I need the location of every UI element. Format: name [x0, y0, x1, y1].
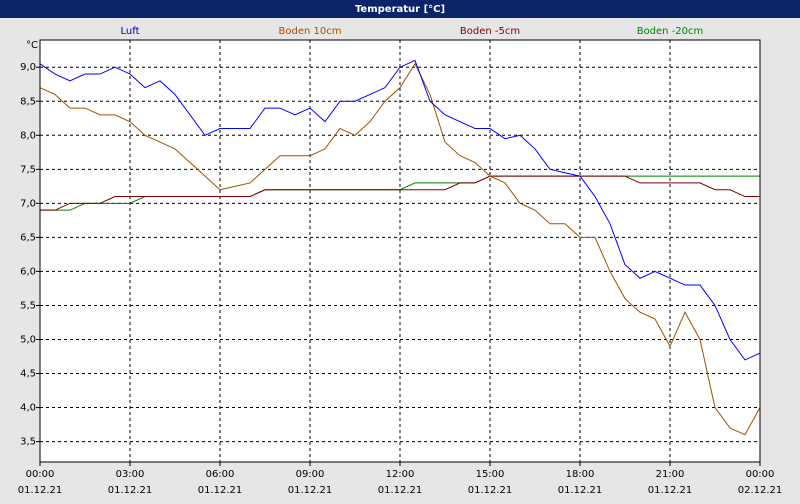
x-tick-label: 00:00	[746, 469, 775, 480]
legend-label: Boden -5cm	[460, 26, 520, 37]
x-tick-label: 21:00	[656, 469, 685, 480]
x-tick-label: 15:00	[476, 469, 505, 480]
legend-label: Luft	[121, 26, 140, 37]
series-line	[40, 175, 760, 211]
x-tick-label: 12:00	[386, 469, 415, 480]
legend-label: Boden -20cm	[637, 26, 704, 37]
y-tick-label: 8,0	[20, 130, 36, 141]
y-tick-label: 8,5	[20, 96, 36, 107]
y-tick-label: 5,0	[20, 334, 36, 345]
series-line	[39, 59, 761, 361]
x-tick-label: 03:00	[116, 469, 145, 480]
x-tick-label: 09:00	[296, 469, 325, 480]
series-line	[39, 62, 761, 436]
y-tick-label: 5,5	[20, 300, 36, 311]
x-tick-label: 00:00	[26, 469, 55, 480]
legend-label: Boden 10cm	[279, 26, 342, 37]
x-tick-label: 06:00	[206, 469, 235, 480]
x-tick-date: 01.12.21	[198, 485, 243, 496]
x-tick-date: 01.12.21	[18, 485, 63, 496]
x-tick-date: 01.12.21	[288, 485, 333, 496]
title-bar	[0, 0, 800, 18]
x-tick-date: 01.12.21	[648, 485, 693, 496]
x-tick-date: 01.12.21	[108, 485, 153, 496]
y-tick-label: 7,0	[20, 198, 36, 209]
y-tick-label: 9,0	[20, 62, 36, 73]
x-tick-date: 02.12.21	[738, 485, 783, 496]
x-tick-date: 01.12.21	[378, 485, 423, 496]
y-tick-label: 6,0	[20, 266, 36, 277]
x-tick-date: 01.12.21	[558, 485, 603, 496]
y-tick-label: 4,5	[20, 369, 36, 380]
plot-border	[39, 39, 761, 463]
y-tick-label: 3,5	[20, 437, 36, 448]
chart-title: Temperatur [°C]	[355, 4, 445, 15]
y-axis-label: °C	[26, 40, 38, 51]
y-tick-label: 7,5	[20, 164, 36, 175]
x-tick-date: 01.12.21	[468, 485, 513, 496]
y-tick-label: 4,0	[20, 403, 36, 414]
x-tick-label: 18:00	[566, 469, 595, 480]
y-tick-label: 6,5	[20, 232, 36, 243]
